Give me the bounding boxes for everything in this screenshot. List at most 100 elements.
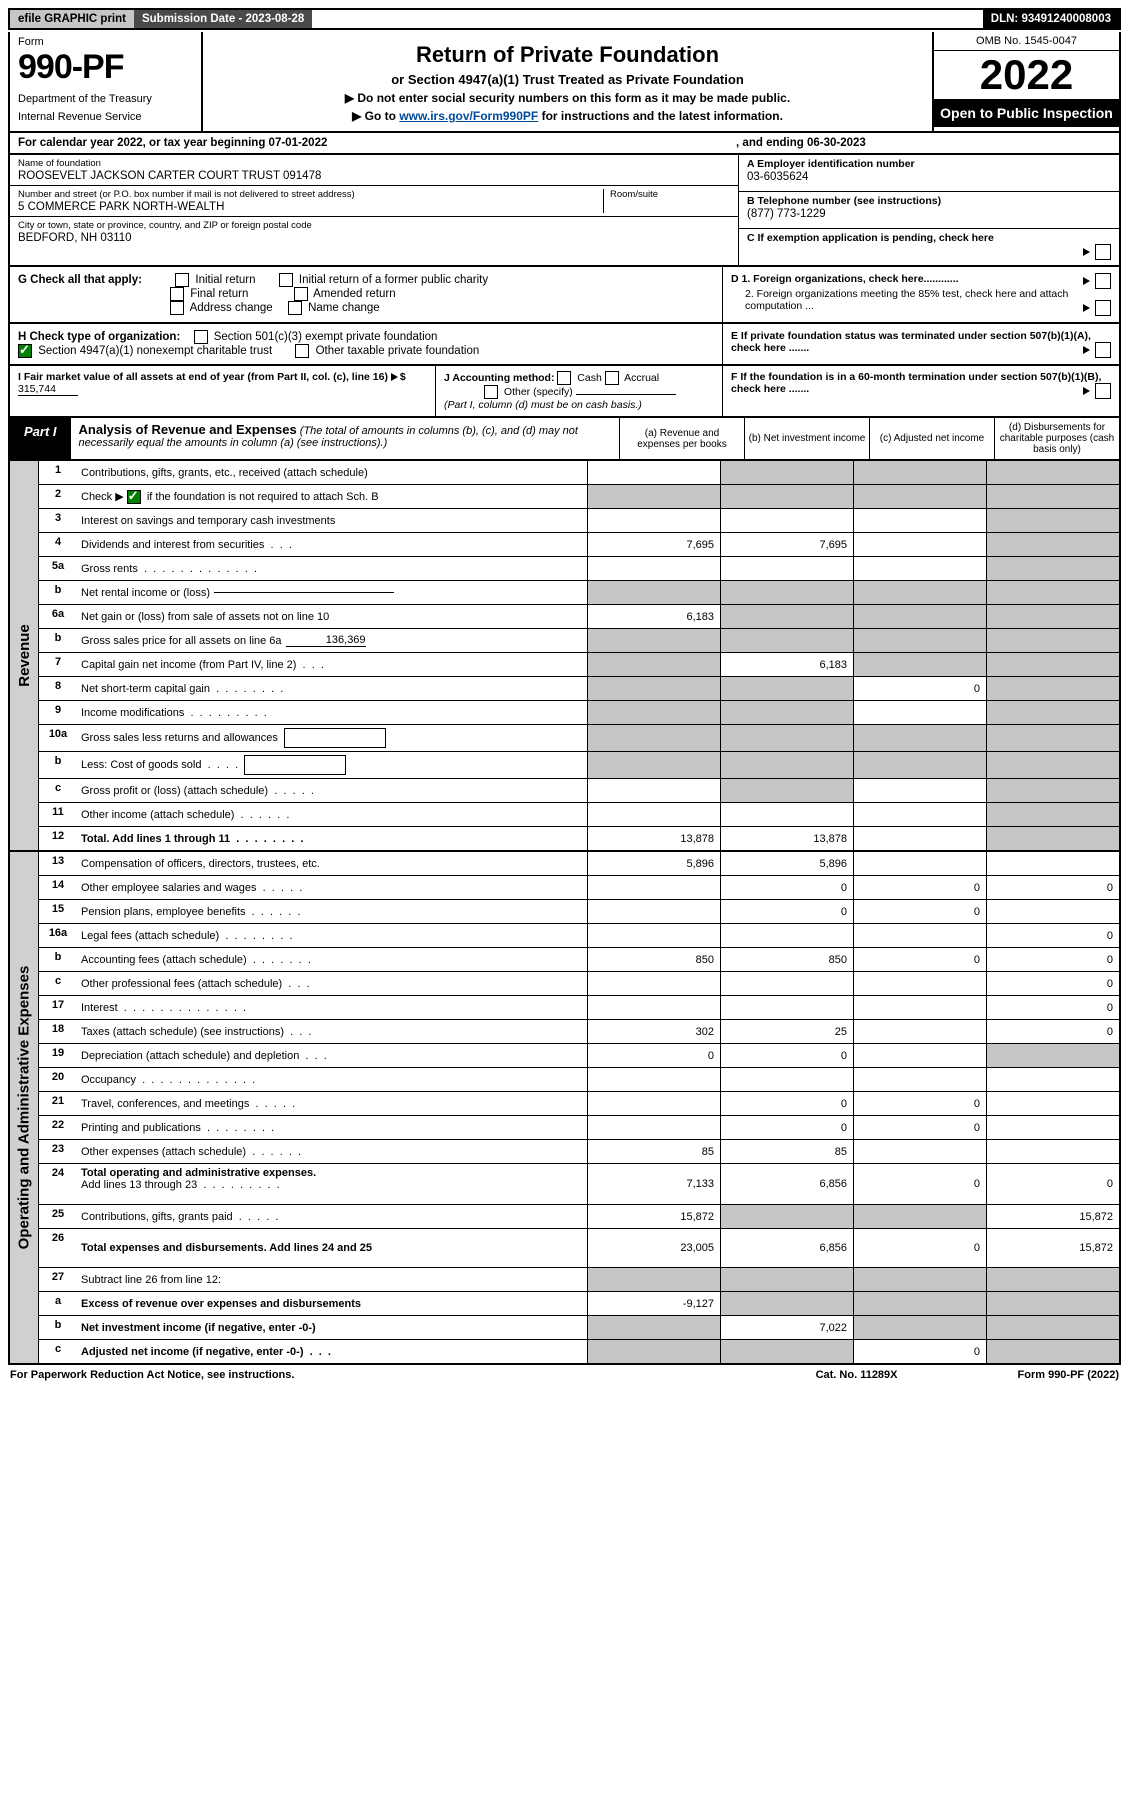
ijf-row: I Fair market value of all assets at end… (8, 366, 1121, 418)
f-checkbox[interactable] (1095, 383, 1111, 399)
val-a (587, 677, 720, 700)
g-address-change-checkbox[interactable] (170, 301, 184, 315)
val-c (853, 1292, 986, 1315)
g-name-change-checkbox[interactable] (288, 301, 302, 315)
val-a: 850 (587, 948, 720, 971)
c-cell: C If exemption application is pending, c… (739, 229, 1119, 265)
row-num: c (39, 779, 77, 802)
val-d (986, 1268, 1119, 1291)
g-initial-return-checkbox[interactable] (175, 273, 189, 287)
gross-sales-val: 136,369 (286, 634, 366, 647)
row-16b: b Accounting fees (attach schedule) . . … (39, 948, 1119, 972)
g-opt-0: Initial return (195, 274, 255, 286)
irs-link[interactable]: www.irs.gov/Form990PF (399, 109, 538, 123)
val-a (587, 924, 720, 947)
h-4947-checkbox[interactable] (18, 344, 32, 358)
part1-title-text: Analysis of Revenue and Expenses (79, 422, 297, 437)
row-desc: Net investment income (if negative, ente… (77, 1316, 587, 1339)
h-501c3-checkbox[interactable] (194, 330, 208, 344)
header-right: OMB No. 1545-0047 2022 Open to Public In… (932, 32, 1119, 131)
g-amended-checkbox[interactable] (294, 287, 308, 301)
revenue-table: Revenue 1 Contributions, gifts, grants, … (8, 461, 1121, 852)
row-17: 17 Interest . . . . . . . . . . . . . . … (39, 996, 1119, 1020)
calendar-year-row: For calendar year 2022, or tax year begi… (8, 133, 1121, 155)
val-c (853, 725, 986, 751)
val-d (986, 1316, 1119, 1339)
val-c: 0 (853, 1164, 986, 1204)
row-16c: c Other professional fees (attach schedu… (39, 972, 1119, 996)
schb-checkbox[interactable] (127, 490, 141, 504)
val-c: 0 (853, 1340, 986, 1363)
row-num: 4 (39, 533, 77, 556)
row-desc: Pension plans, employee benefits . . . .… (77, 900, 587, 923)
row-desc: Other expenses (attach schedule) . . . .… (77, 1140, 587, 1163)
row-11: 11 Other income (attach schedule) . . . … (39, 803, 1119, 827)
d2-label: 2. Foreign organizations meeting the 85%… (745, 288, 1068, 312)
cal-pre: For calendar year 2022, or tax year begi… (18, 137, 327, 149)
val-b: 25 (720, 1020, 853, 1043)
i-label: I Fair market value of all assets at end… (18, 371, 388, 383)
e-checkbox[interactable] (1095, 342, 1111, 358)
val-b (720, 485, 853, 508)
j-other-checkbox[interactable] (484, 385, 498, 399)
dept-treasury: Department of the Treasury (18, 93, 193, 105)
d2-checkbox[interactable] (1095, 300, 1111, 316)
row-6a: 6a Net gain or (loss) from sale of asset… (39, 605, 1119, 629)
row-10c: c Gross profit or (loss) (attach schedul… (39, 779, 1119, 803)
note2-pre: ▶ Go to (352, 109, 399, 123)
part1-title: Analysis of Revenue and Expenses (The to… (71, 418, 619, 459)
row-27a: a Excess of revenue over expenses and di… (39, 1292, 1119, 1316)
val-a: 0 (587, 1044, 720, 1067)
form-header: Form 990-PF Department of the Treasury I… (8, 32, 1121, 133)
row-desc: Gross sales price for all assets on line… (77, 629, 587, 652)
row-desc: Other income (attach schedule) . . . . .… (77, 803, 587, 826)
row-desc: Printing and publications . . . . . . . … (77, 1116, 587, 1139)
h-opt3: Other taxable private foundation (316, 345, 480, 357)
row-desc: Interest . . . . . . . . . . . . . . (77, 996, 587, 1019)
row-1: 1 Contributions, gifts, grants, etc., re… (39, 461, 1119, 485)
val-b (720, 1205, 853, 1228)
val-b: 6,856 (720, 1164, 853, 1204)
tel-cell: B Telephone number (see instructions) (8… (739, 192, 1119, 229)
val-c: 0 (853, 677, 986, 700)
val-a (587, 557, 720, 580)
val-b (720, 605, 853, 628)
val-d (986, 852, 1119, 875)
row-desc: Subtract line 26 from line 12: (77, 1268, 587, 1291)
val-a (587, 1092, 720, 1115)
row-num: a (39, 1292, 77, 1315)
val-a (587, 876, 720, 899)
h-other-taxable-checkbox[interactable] (295, 344, 309, 358)
efile-btn[interactable]: efile GRAPHIC print (10, 10, 134, 28)
val-d: 0 (986, 996, 1119, 1019)
val-c (853, 1268, 986, 1291)
h-label: H Check type of organization: (18, 331, 180, 343)
cogs-box (244, 755, 346, 775)
g-initial-former-checkbox[interactable] (279, 273, 293, 287)
row-27: 27 Subtract line 26 from line 12: (39, 1268, 1119, 1292)
row-num: 21 (39, 1092, 77, 1115)
g-opt-4: Address change (190, 302, 273, 314)
row-num: 5a (39, 557, 77, 580)
val-c (853, 827, 986, 850)
row-desc: Occupancy . . . . . . . . . . . . . (77, 1068, 587, 1091)
g-final-return-checkbox[interactable] (170, 287, 184, 301)
j-accrual-checkbox[interactable] (605, 371, 619, 385)
val-c: 0 (853, 1229, 986, 1267)
d1-checkbox[interactable] (1095, 273, 1111, 289)
val-d: 0 (986, 972, 1119, 995)
form-note2: ▶ Go to www.irs.gov/Form990PF for instru… (213, 109, 922, 123)
val-c (853, 485, 986, 508)
name-label: Name of foundation (18, 158, 730, 169)
footer-mid: Cat. No. 11289X (816, 1369, 898, 1381)
c-checkbox[interactable] (1095, 244, 1111, 260)
val-b (720, 629, 853, 652)
gross-sales-box (284, 728, 386, 748)
val-c: 0 (853, 876, 986, 899)
j-accrual: Accrual (624, 372, 659, 384)
row-num: 15 (39, 900, 77, 923)
j-cash-checkbox[interactable] (557, 371, 571, 385)
val-c: 0 (853, 948, 986, 971)
val-c (853, 752, 986, 778)
footer-left: For Paperwork Reduction Act Notice, see … (10, 1369, 816, 1381)
